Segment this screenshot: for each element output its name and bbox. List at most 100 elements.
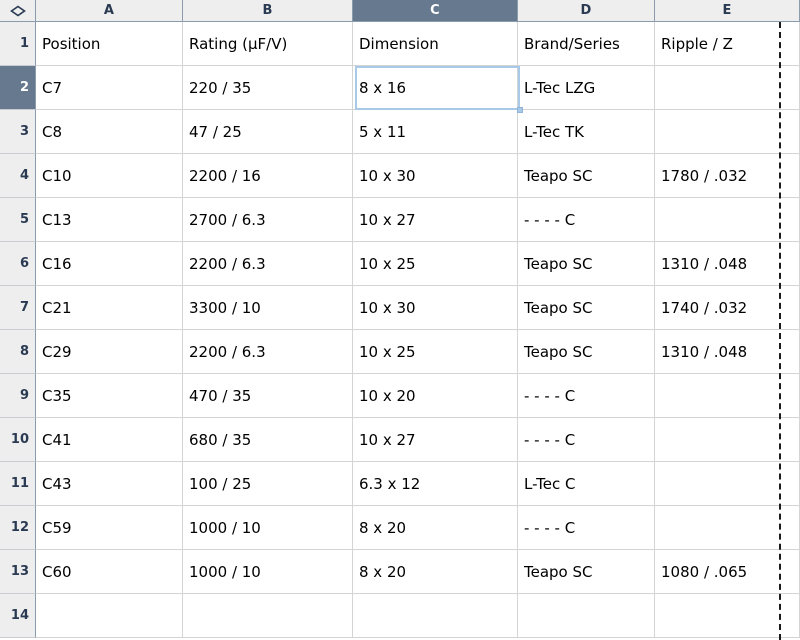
row-header-9[interactable]: 9: [0, 374, 36, 418]
cell-D14[interactable]: [518, 594, 655, 638]
select-all-diamond-icon[interactable]: [0, 0, 36, 22]
cell-D11[interactable]: L-Tec C: [518, 462, 655, 506]
row-header-12[interactable]: 12: [0, 506, 36, 550]
row-header-10[interactable]: 10: [0, 418, 36, 462]
cell-D8[interactable]: Teapo SC: [518, 330, 655, 374]
table-row[interactable]: 10C41680 / 3510 x 27- - - - C: [0, 418, 800, 462]
table-row[interactable]: 13C601000 / 108 x 20Teapo SC1080 / .065: [0, 550, 800, 594]
cell-A8[interactable]: C29: [36, 330, 183, 374]
column-header-b[interactable]: B: [183, 0, 353, 22]
cell-B4[interactable]: 2200 / 16: [183, 154, 353, 198]
cell-B1[interactable]: Rating (µF/V): [183, 22, 353, 66]
cell-B3[interactable]: 47 / 25: [183, 110, 353, 154]
cell-B6[interactable]: 2200 / 6.3: [183, 242, 353, 286]
cell-E8[interactable]: 1310 / .048: [655, 330, 800, 374]
cell-E5[interactable]: [655, 198, 800, 242]
row-header-14[interactable]: 14: [0, 594, 36, 638]
cell-C1[interactable]: Dimension: [353, 22, 518, 66]
table-row[interactable]: 7C213300 / 1010 x 30Teapo SC1740 / .032: [0, 286, 800, 330]
row-header-8[interactable]: 8: [0, 330, 36, 374]
grid-body[interactable]: 1PositionRating (µF/V)DimensionBrand/Ser…: [0, 22, 800, 638]
row-header-7[interactable]: 7: [0, 286, 36, 330]
cell-C3[interactable]: 5 x 11: [353, 110, 518, 154]
cell-E4[interactable]: 1780 / .032: [655, 154, 800, 198]
cell-B14[interactable]: [183, 594, 353, 638]
row-header-1[interactable]: 1: [0, 22, 36, 66]
spreadsheet-grid[interactable]: ABCDE 1PositionRating (µF/V)DimensionBra…: [0, 0, 800, 640]
cell-E9[interactable]: [655, 374, 800, 418]
row-header-4[interactable]: 4: [0, 154, 36, 198]
table-row[interactable]: 14: [0, 594, 800, 638]
table-row[interactable]: 12C591000 / 108 x 20- - - - C: [0, 506, 800, 550]
cell-D2[interactable]: L-Tec LZG: [518, 66, 655, 110]
table-row[interactable]: 9C35470 / 3510 x 20- - - - C: [0, 374, 800, 418]
cell-D7[interactable]: Teapo SC: [518, 286, 655, 330]
cell-C7[interactable]: 10 x 30: [353, 286, 518, 330]
table-row[interactable]: 4C102200 / 1610 x 30Teapo SC1780 / .032: [0, 154, 800, 198]
cell-E13[interactable]: 1080 / .065: [655, 550, 800, 594]
cell-A3[interactable]: C8: [36, 110, 183, 154]
cell-A14[interactable]: [36, 594, 183, 638]
cell-A13[interactable]: C60: [36, 550, 183, 594]
cell-A10[interactable]: C41: [36, 418, 183, 462]
cell-B7[interactable]: 3300 / 10: [183, 286, 353, 330]
cell-B2[interactable]: 220 / 35: [183, 66, 353, 110]
column-header-d[interactable]: D: [518, 0, 655, 22]
cell-B8[interactable]: 2200 / 6.3: [183, 330, 353, 374]
cell-D10[interactable]: - - - - C: [518, 418, 655, 462]
cell-A2[interactable]: C7: [36, 66, 183, 110]
cell-A9[interactable]: C35: [36, 374, 183, 418]
cell-C10[interactable]: 10 x 27: [353, 418, 518, 462]
row-header-13[interactable]: 13: [0, 550, 36, 594]
table-row[interactable]: 1PositionRating (µF/V)DimensionBrand/Ser…: [0, 22, 800, 66]
cell-E12[interactable]: [655, 506, 800, 550]
cell-B9[interactable]: 470 / 35: [183, 374, 353, 418]
cell-A11[interactable]: C43: [36, 462, 183, 506]
row-header-3[interactable]: 3: [0, 110, 36, 154]
fill-handle[interactable]: [517, 107, 523, 113]
column-header-a[interactable]: A: [36, 0, 183, 22]
cell-D4[interactable]: Teapo SC: [518, 154, 655, 198]
cell-D5[interactable]: - - - - C: [518, 198, 655, 242]
cell-A6[interactable]: C16: [36, 242, 183, 286]
column-header-e[interactable]: E: [655, 0, 800, 22]
cell-E3[interactable]: [655, 110, 800, 154]
row-header-5[interactable]: 5: [0, 198, 36, 242]
table-row[interactable]: 11C43100 / 256.3 x 12L-Tec C: [0, 462, 800, 506]
row-header-11[interactable]: 11: [0, 462, 36, 506]
cell-E7[interactable]: 1740 / .032: [655, 286, 800, 330]
cell-B13[interactable]: 1000 / 10: [183, 550, 353, 594]
cell-C2[interactable]: 8 x 16: [353, 66, 518, 110]
cell-E6[interactable]: 1310 / .048: [655, 242, 800, 286]
cell-B11[interactable]: 100 / 25: [183, 462, 353, 506]
cell-E1[interactable]: Ripple / Z: [655, 22, 800, 66]
cell-A7[interactable]: C21: [36, 286, 183, 330]
cell-B12[interactable]: 1000 / 10: [183, 506, 353, 550]
cell-A1[interactable]: Position: [36, 22, 183, 66]
cell-A12[interactable]: C59: [36, 506, 183, 550]
column-header-c[interactable]: C: [353, 0, 518, 22]
cell-E11[interactable]: [655, 462, 800, 506]
cell-B5[interactable]: 2700 / 6.3: [183, 198, 353, 242]
cell-C5[interactable]: 10 x 27: [353, 198, 518, 242]
cell-C12[interactable]: 8 x 20: [353, 506, 518, 550]
cell-C9[interactable]: 10 x 20: [353, 374, 518, 418]
cell-E14[interactable]: [655, 594, 800, 638]
table-row[interactable]: 5C132700 / 6.310 x 27- - - - C: [0, 198, 800, 242]
row-header-6[interactable]: 6: [0, 242, 36, 286]
cell-A4[interactable]: C10: [36, 154, 183, 198]
cell-D12[interactable]: - - - - C: [518, 506, 655, 550]
cell-C8[interactable]: 10 x 25: [353, 330, 518, 374]
cell-D1[interactable]: Brand/Series: [518, 22, 655, 66]
cell-C14[interactable]: [353, 594, 518, 638]
table-row[interactable]: 8C292200 / 6.310 x 25Teapo SC1310 / .048: [0, 330, 800, 374]
table-row[interactable]: 3C847 / 255 x 11L-Tec TK: [0, 110, 800, 154]
cell-C13[interactable]: 8 x 20: [353, 550, 518, 594]
cell-D6[interactable]: Teapo SC: [518, 242, 655, 286]
table-row[interactable]: 2C7220 / 358 x 16L-Tec LZG: [0, 66, 800, 110]
cell-E2[interactable]: [655, 66, 800, 110]
cell-C6[interactable]: 10 x 25: [353, 242, 518, 286]
cell-A5[interactable]: C13: [36, 198, 183, 242]
cell-C4[interactable]: 10 x 30: [353, 154, 518, 198]
cell-C11[interactable]: 6.3 x 12: [353, 462, 518, 506]
